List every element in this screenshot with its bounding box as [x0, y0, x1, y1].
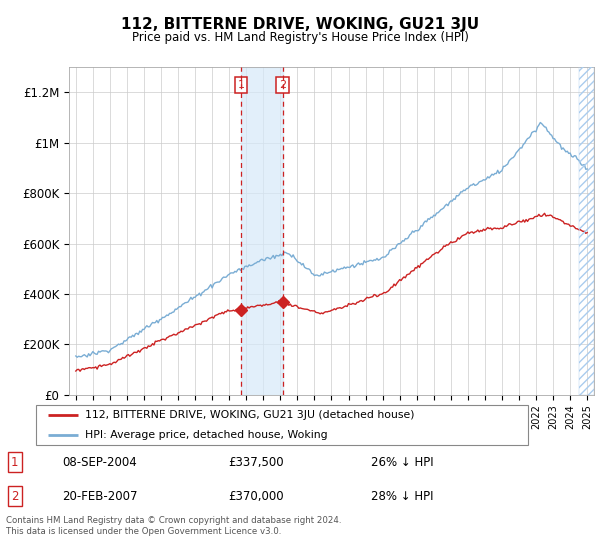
Text: 08-SEP-2004: 08-SEP-2004	[62, 456, 137, 469]
Bar	[241, 67, 283, 395]
Text: 1: 1	[11, 456, 19, 469]
Text: Price paid vs. HM Land Registry's House Price Index (HPI): Price paid vs. HM Land Registry's House …	[131, 31, 469, 44]
Text: 112, BITTERNE DRIVE, WOKING, GU21 3JU (detached house): 112, BITTERNE DRIVE, WOKING, GU21 3JU (d…	[85, 410, 415, 420]
Text: 2: 2	[279, 80, 286, 90]
Text: 2: 2	[11, 490, 19, 503]
Text: 26% ↓ HPI: 26% ↓ HPI	[371, 456, 434, 469]
Text: 112, BITTERNE DRIVE, WOKING, GU21 3JU: 112, BITTERNE DRIVE, WOKING, GU21 3JU	[121, 17, 479, 32]
Text: 20-FEB-2007: 20-FEB-2007	[62, 490, 138, 503]
FancyBboxPatch shape	[36, 405, 528, 445]
Text: HPI: Average price, detached house, Woking: HPI: Average price, detached house, Woki…	[85, 430, 328, 440]
Text: 28% ↓ HPI: 28% ↓ HPI	[371, 490, 434, 503]
Text: 1: 1	[238, 80, 244, 90]
Text: £337,500: £337,500	[229, 456, 284, 469]
Text: £370,000: £370,000	[229, 490, 284, 503]
Text: Contains HM Land Registry data © Crown copyright and database right 2024.
This d: Contains HM Land Registry data © Crown c…	[6, 516, 341, 536]
